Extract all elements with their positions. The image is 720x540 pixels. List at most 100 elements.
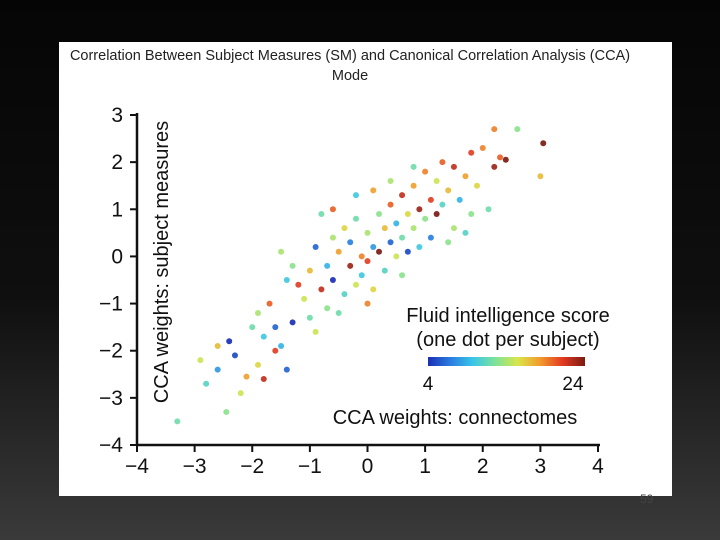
data-point xyxy=(445,239,452,246)
y-tick-label: −1 xyxy=(99,293,123,316)
data-point xyxy=(243,373,250,380)
data-point xyxy=(399,234,406,241)
data-point xyxy=(324,305,331,312)
data-point xyxy=(231,352,238,359)
x-tick-label: −4 xyxy=(125,455,149,478)
data-point xyxy=(341,291,348,298)
data-point xyxy=(352,215,359,222)
data-point xyxy=(399,272,406,279)
data-point xyxy=(318,286,325,293)
data-point xyxy=(491,126,498,133)
slide-title: Correlation Between Subject Measures (SM… xyxy=(69,48,631,84)
data-point xyxy=(540,140,547,147)
data-point xyxy=(462,173,469,180)
data-point xyxy=(410,225,417,232)
data-point xyxy=(272,324,279,331)
x-tick-label: 4 xyxy=(592,455,604,478)
y-tick-label: 3 xyxy=(111,104,123,127)
data-point xyxy=(266,300,273,307)
data-point xyxy=(422,168,429,175)
data-point xyxy=(306,314,313,321)
data-point xyxy=(278,343,285,349)
data-point xyxy=(370,286,377,293)
data-point xyxy=(289,262,296,269)
colorbar-min-label: 4 xyxy=(423,374,434,395)
data-point xyxy=(237,390,244,397)
y-tick-label: −2 xyxy=(99,340,123,363)
data-point xyxy=(364,258,371,265)
data-point xyxy=(433,178,440,184)
x-tick-label: 2 xyxy=(477,455,489,478)
colorbar xyxy=(428,357,585,366)
colorbar-title-line1: Fluid intelligence score xyxy=(406,305,609,327)
data-point xyxy=(445,187,452,194)
data-point xyxy=(381,225,388,232)
data-point xyxy=(203,380,210,387)
data-point xyxy=(278,248,285,255)
data-point xyxy=(283,277,290,283)
y-tick-label: 0 xyxy=(111,245,123,268)
data-point xyxy=(341,225,348,232)
data-point xyxy=(272,347,279,354)
data-point xyxy=(427,196,434,203)
data-point xyxy=(335,248,342,255)
data-point xyxy=(479,145,486,151)
data-point xyxy=(427,234,434,241)
data-point xyxy=(456,196,463,203)
data-point xyxy=(226,338,233,345)
data-point xyxy=(335,310,342,316)
y-axis-title: CCA weights: subject measures xyxy=(151,121,173,403)
data-point xyxy=(347,239,354,246)
data-point xyxy=(485,206,492,213)
data-point xyxy=(318,211,325,217)
data-point xyxy=(376,211,383,217)
x-tick-label: −2 xyxy=(240,455,264,478)
data-point xyxy=(404,211,411,217)
data-point xyxy=(352,281,359,288)
slide-panel xyxy=(59,42,672,496)
data-point xyxy=(364,300,371,307)
data-point xyxy=(439,201,446,208)
data-point xyxy=(462,229,469,236)
data-point xyxy=(387,201,394,208)
data-point xyxy=(473,182,480,189)
data-point xyxy=(223,409,230,415)
data-point xyxy=(381,267,388,274)
data-point xyxy=(387,239,394,246)
data-point xyxy=(358,253,365,260)
data-point xyxy=(174,418,181,425)
data-point xyxy=(329,277,336,283)
data-point xyxy=(312,244,319,250)
x-tick-label: 1 xyxy=(419,455,431,478)
data-point xyxy=(416,206,423,213)
data-point xyxy=(324,262,331,269)
data-point xyxy=(450,163,457,170)
y-tick-label: −3 xyxy=(99,387,123,410)
data-point xyxy=(370,187,377,194)
data-point xyxy=(416,244,423,250)
page-number: 59 xyxy=(640,492,654,506)
data-point xyxy=(410,182,417,189)
data-point xyxy=(347,262,354,269)
data-point xyxy=(364,229,371,236)
data-point xyxy=(283,366,290,373)
data-point xyxy=(352,192,359,199)
data-point xyxy=(214,343,221,349)
data-point xyxy=(491,163,498,170)
data-point xyxy=(468,211,475,217)
x-tick-label: −1 xyxy=(298,455,322,478)
data-point xyxy=(255,361,262,368)
x-tick-label: −3 xyxy=(183,455,207,478)
data-point xyxy=(433,211,440,217)
data-point xyxy=(450,225,457,232)
data-point xyxy=(393,253,400,260)
data-point xyxy=(410,163,417,170)
colorbar-title-line2: (one dot per subject) xyxy=(416,329,599,351)
x-tick-label: 3 xyxy=(535,455,547,478)
data-point xyxy=(422,215,429,222)
data-point xyxy=(289,319,296,326)
data-point xyxy=(358,272,365,279)
data-point xyxy=(306,267,313,274)
data-point xyxy=(514,126,521,133)
